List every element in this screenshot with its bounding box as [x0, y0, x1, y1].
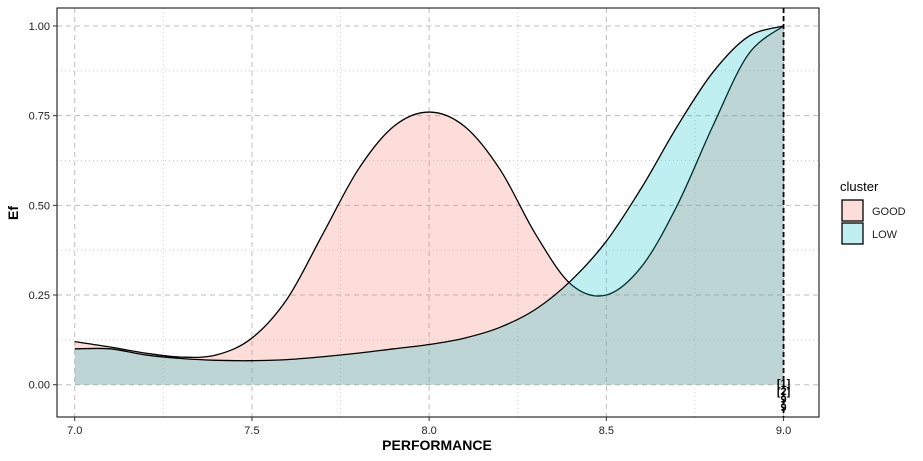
x-tick-label: 7.0: [67, 425, 82, 437]
grid-minor: [57, 8, 819, 417]
y-tick-label: 0.25: [29, 290, 50, 302]
x-tick-label: 9.0: [776, 425, 791, 437]
marker-labels: [1][2]99: [777, 378, 791, 414]
legend-key-good: [841, 199, 864, 222]
legend-title: cluster: [840, 179, 879, 194]
marker-label: [1]: [777, 378, 791, 390]
y-tick-label: 0.50: [29, 200, 50, 212]
x-axis-title: PERFORMANCE: [382, 437, 492, 453]
x-tick-label: 7.5: [244, 425, 259, 437]
plot-panel-background: [57, 8, 819, 417]
legend-key-low: [841, 222, 864, 245]
line-low: [74, 25, 784, 362]
area-good: [74, 25, 784, 385]
marker-label: 9: [780, 402, 786, 414]
line-good: [74, 25, 784, 359]
density-areas: [74, 25, 784, 385]
legend-label-low: LOW: [872, 229, 898, 241]
plot-panel-border: [56, 7, 820, 418]
marker-label: [2]: [777, 386, 791, 398]
y-tick-label: 0.00: [29, 380, 50, 392]
y-axis-ticks: 0.00 0.25 0.50 0.75 1.00: [29, 21, 57, 392]
legend-items: GOOD LOW: [841, 199, 906, 245]
grid-major: [57, 8, 819, 417]
marker-label: 9: [780, 394, 786, 406]
legend: cluster GOOD LOW: [840, 179, 906, 245]
area-low: [74, 25, 784, 385]
y-axis-title: Ef: [5, 206, 21, 220]
y-tick-label: 0.75: [29, 111, 50, 123]
x-axis-ticks: 7.0 7.5 8.0 8.5 9.0: [67, 417, 791, 437]
y-tick-label: 1.00: [29, 21, 50, 33]
legend-label-good: GOOD: [872, 206, 906, 218]
x-tick-label: 8.0: [421, 425, 436, 437]
x-tick-label: 8.5: [599, 425, 614, 437]
